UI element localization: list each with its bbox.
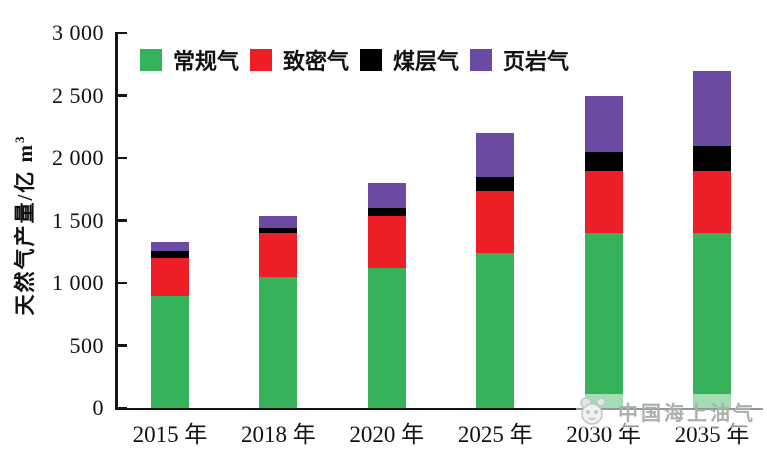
bar-segment-煤层气 bbox=[584, 151, 623, 171]
bar-segment-页岩气 bbox=[584, 95, 623, 152]
bar-segment-煤层气 bbox=[367, 208, 406, 216]
bar-segment-页岩气 bbox=[476, 133, 515, 177]
legend-label: 页岩气 bbox=[503, 49, 570, 74]
bar-segment-致密气 bbox=[693, 170, 731, 233]
legend-swatch-icon bbox=[140, 49, 162, 71]
bar-segment-煤层气 bbox=[259, 228, 298, 233]
x-tick-label: 2035 年 bbox=[674, 422, 750, 447]
y-tick-label: 2 500 bbox=[52, 82, 104, 108]
legend: 常规气 致密气 煤层气 页岩气 bbox=[140, 46, 569, 74]
legend-label: 致密气 bbox=[283, 49, 350, 74]
y-tick-mark bbox=[118, 31, 127, 35]
y-axis-line bbox=[115, 32, 118, 410]
bar-segment-常规气 bbox=[367, 268, 406, 408]
x-tick-label: 2018 年 bbox=[241, 422, 316, 447]
bar-segment-煤层气 bbox=[151, 250, 189, 258]
y-tick-mark bbox=[118, 281, 127, 285]
y-tick-mark bbox=[118, 344, 127, 347]
bar-segment-煤层气 bbox=[476, 176, 515, 191]
legend-label: 常规气 bbox=[173, 49, 240, 74]
y-axis-title-superscript: 3 bbox=[12, 134, 27, 143]
legend-swatch-icon bbox=[250, 49, 273, 71]
bar-segment-致密气 bbox=[584, 170, 623, 233]
y-tick-label: 3 000 bbox=[52, 20, 104, 45]
legend-item-页岩气: 页岩气 bbox=[470, 44, 569, 76]
legend-swatch-icon bbox=[470, 49, 493, 71]
legend-swatch-icon bbox=[360, 49, 383, 71]
y-tick-mark bbox=[118, 406, 127, 410]
bar-segment-致密气 bbox=[151, 258, 189, 296]
bar-segment-常规气 bbox=[259, 276, 298, 408]
bar-segment-常规气 bbox=[693, 233, 731, 408]
bar-segment-页岩气 bbox=[259, 215, 298, 228]
bar-segment-致密气 bbox=[476, 190, 515, 253]
bar-segment-页岩气 bbox=[367, 183, 406, 208]
x-tick-label: 2015 年 bbox=[132, 422, 208, 447]
y-tick-label: 1 500 bbox=[52, 207, 104, 233]
legend-item-致密气: 致密气 bbox=[250, 44, 349, 76]
bar-segment-页岩气 bbox=[151, 241, 189, 251]
x-tick-label: 2030 年 bbox=[566, 422, 641, 447]
x-tick-label: 2025 年 bbox=[457, 422, 533, 447]
y-tick-label: 0 bbox=[92, 395, 104, 420]
y-tick-mark bbox=[118, 156, 127, 160]
y-tick-mark bbox=[118, 219, 127, 222]
y-tick-label: 1 000 bbox=[52, 270, 104, 295]
bar-segment-常规气 bbox=[476, 253, 515, 408]
y-tick-label: 2 000 bbox=[52, 145, 104, 170]
legend-item-常规气: 常规气 bbox=[140, 44, 239, 76]
y-tick-label: 500 bbox=[69, 332, 104, 358]
bar-segment-致密气 bbox=[367, 215, 406, 268]
legend-label: 煤层气 bbox=[393, 49, 460, 74]
y-tick-mark bbox=[118, 94, 127, 97]
bar-segment-常规气 bbox=[151, 295, 189, 408]
legend-item-煤层气: 煤层气 bbox=[360, 44, 459, 76]
bar-segment-致密气 bbox=[259, 233, 298, 277]
bar-segment-页岩气 bbox=[693, 70, 731, 146]
bar-segment-常规气 bbox=[584, 233, 623, 408]
x-axis-line bbox=[115, 407, 763, 410]
x-tick-label: 2020 年 bbox=[349, 422, 425, 447]
bar-segment-煤层气 bbox=[693, 145, 731, 171]
